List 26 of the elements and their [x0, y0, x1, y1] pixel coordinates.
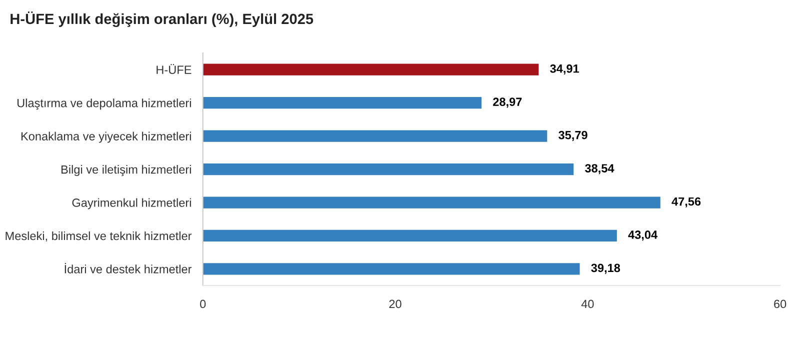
x-tick-label: 0	[200, 300, 206, 308]
bar	[202, 263, 580, 275]
bar	[202, 163, 574, 176]
bar	[202, 97, 482, 109]
y-tick-label: H-ÜFE	[156, 64, 192, 74]
y-tick-label: Mesleki, bilimsel ve teknik hizmetler	[6, 231, 192, 242]
data-label: 28,97	[493, 98, 522, 108]
bar	[202, 130, 548, 142]
x-tick-label: 20	[389, 300, 402, 308]
data-label: 34,91	[550, 64, 580, 74]
y-tick-label: Ulaştırma ve depolama hizmetleri	[17, 98, 191, 110]
y-tick-label: Konaklama ve yiyecek hizmetleri	[21, 132, 191, 143]
data-label: 35,79	[558, 130, 588, 141]
data-label: 38,54	[584, 164, 614, 174]
y-tick-label: Gayrimenkul hizmetleri	[72, 198, 191, 210]
data-label: 39,18	[591, 264, 620, 274]
y-tick-label: İdari ve destek hizmetler	[64, 263, 192, 274]
x-tick-label: 40	[581, 300, 594, 308]
bar	[202, 196, 660, 208]
chart-title: H-ÜFE yıllık değişim oranları (%), Eylül 2025	[10, 11, 314, 28]
data-label: 47,56	[672, 197, 701, 208]
data-label: 43,04	[628, 230, 658, 241]
x-tick-label: 60	[774, 300, 786, 308]
y-tick-label: Bilgi ve iletişim hizmetleri	[62, 165, 191, 176]
bar	[202, 230, 617, 242]
bar	[202, 64, 539, 76]
